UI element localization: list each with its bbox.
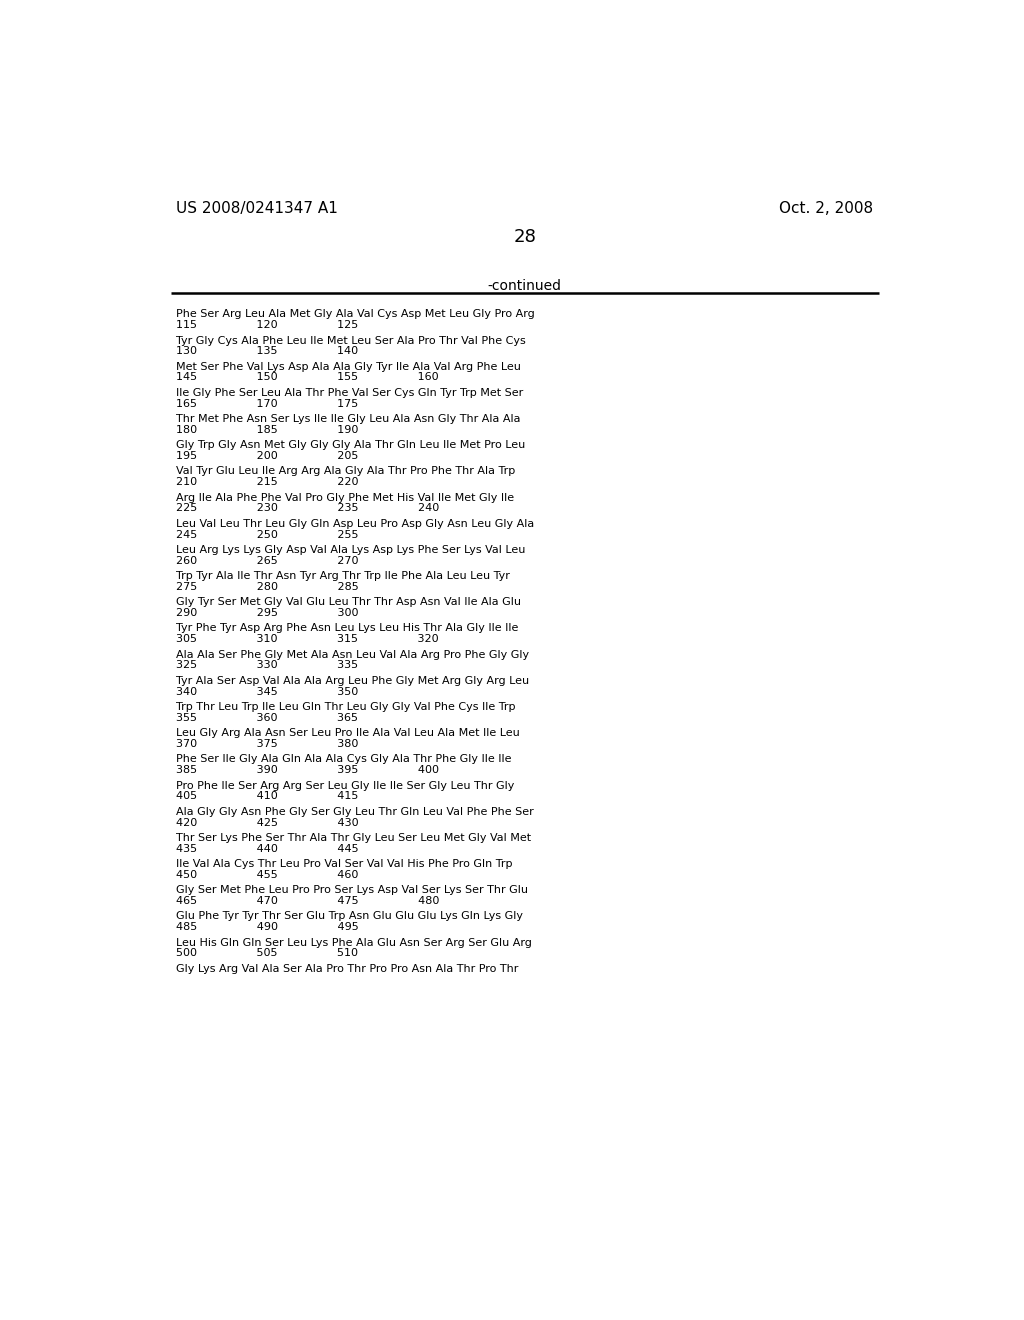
Text: Tyr Gly Cys Ala Phe Leu Ile Met Leu Ser Ala Pro Thr Val Phe Cys: Tyr Gly Cys Ala Phe Leu Ile Met Leu Ser … [176,335,525,346]
Text: 465                 470                 475                 480: 465 470 475 480 [176,896,439,906]
Text: 435                 440                 445: 435 440 445 [176,843,358,854]
Text: Ala Gly Gly Asn Phe Gly Ser Gly Leu Thr Gln Leu Val Phe Phe Ser: Ala Gly Gly Asn Phe Gly Ser Gly Leu Thr … [176,807,534,817]
Text: Phe Ser Ile Gly Ala Gln Ala Ala Cys Gly Ala Thr Phe Gly Ile Ile: Phe Ser Ile Gly Ala Gln Ala Ala Cys Gly … [176,755,512,764]
Text: Leu Gly Arg Ala Asn Ser Leu Pro Ile Ala Val Leu Ala Met Ile Leu: Leu Gly Arg Ala Asn Ser Leu Pro Ile Ala … [176,729,520,738]
Text: 420                 425                 430: 420 425 430 [176,817,358,828]
Text: 305                 310                 315                 320: 305 310 315 320 [176,635,438,644]
Text: Gly Lys Arg Val Ala Ser Ala Pro Thr Pro Pro Asn Ala Thr Pro Thr: Gly Lys Arg Val Ala Ser Ala Pro Thr Pro … [176,964,518,974]
Text: 500                 505                 510: 500 505 510 [176,949,358,958]
Text: 28: 28 [513,227,537,246]
Text: Oct. 2, 2008: Oct. 2, 2008 [779,201,873,215]
Text: Met Ser Phe Val Lys Asp Ala Ala Gly Tyr Ile Ala Val Arg Phe Leu: Met Ser Phe Val Lys Asp Ala Ala Gly Tyr … [176,362,521,372]
Text: Trp Tyr Ala Ile Thr Asn Tyr Arg Thr Trp Ile Phe Ala Leu Leu Tyr: Trp Tyr Ala Ile Thr Asn Tyr Arg Thr Trp … [176,572,510,581]
Text: 405                 410                 415: 405 410 415 [176,792,358,801]
Text: 245                 250                 255: 245 250 255 [176,529,358,540]
Text: 485                 490                 495: 485 490 495 [176,923,358,932]
Text: Gly Tyr Ser Met Gly Val Glu Leu Thr Thr Asp Asn Val Ile Ala Glu: Gly Tyr Ser Met Gly Val Glu Leu Thr Thr … [176,598,521,607]
Text: Phe Ser Arg Leu Ala Met Gly Ala Val Cys Asp Met Leu Gly Pro Arg: Phe Ser Arg Leu Ala Met Gly Ala Val Cys … [176,309,535,319]
Text: Leu Val Leu Thr Leu Gly Gln Asp Leu Pro Asp Gly Asn Leu Gly Ala: Leu Val Leu Thr Leu Gly Gln Asp Leu Pro … [176,519,535,529]
Text: Tyr Ala Ser Asp Val Ala Ala Arg Leu Phe Gly Met Arg Gly Arg Leu: Tyr Ala Ser Asp Val Ala Ala Arg Leu Phe … [176,676,529,686]
Text: Pro Phe Ile Ser Arg Arg Ser Leu Gly Ile Ile Ser Gly Leu Thr Gly: Pro Phe Ile Ser Arg Arg Ser Leu Gly Ile … [176,780,514,791]
Text: Tyr Phe Tyr Asp Arg Phe Asn Leu Lys Leu His Thr Ala Gly Ile Ile: Tyr Phe Tyr Asp Arg Phe Asn Leu Lys Leu … [176,623,518,634]
Text: Gly Ser Met Phe Leu Pro Pro Ser Lys Asp Val Ser Lys Ser Thr Glu: Gly Ser Met Phe Leu Pro Pro Ser Lys Asp … [176,886,528,895]
Text: 115                 120                 125: 115 120 125 [176,321,358,330]
Text: 325                 330                 335: 325 330 335 [176,660,358,671]
Text: 260                 265                 270: 260 265 270 [176,556,358,566]
Text: 180                 185                 190: 180 185 190 [176,425,358,434]
Text: -continued: -continued [487,279,562,293]
Text: Thr Ser Lys Phe Ser Thr Ala Thr Gly Leu Ser Leu Met Gly Val Met: Thr Ser Lys Phe Ser Thr Ala Thr Gly Leu … [176,833,531,843]
Text: 450                 455                 460: 450 455 460 [176,870,358,880]
Text: 145                 150                 155                 160: 145 150 155 160 [176,372,438,383]
Text: Val Tyr Glu Leu Ile Arg Arg Ala Gly Ala Thr Pro Phe Thr Ala Trp: Val Tyr Glu Leu Ile Arg Arg Ala Gly Ala … [176,466,515,477]
Text: Arg Ile Ala Phe Phe Val Pro Gly Phe Met His Val Ile Met Gly Ile: Arg Ile Ala Phe Phe Val Pro Gly Phe Met … [176,492,514,503]
Text: 370                 375                 380: 370 375 380 [176,739,358,748]
Text: 275                 280                 285: 275 280 285 [176,582,358,591]
Text: Thr Met Phe Asn Ser Lys Ile Ile Gly Leu Ala Asn Gly Thr Ala Ala: Thr Met Phe Asn Ser Lys Ile Ile Gly Leu … [176,414,520,424]
Text: 195                 200                 205: 195 200 205 [176,451,358,461]
Text: Glu Phe Tyr Tyr Thr Ser Glu Trp Asn Glu Glu Glu Lys Gln Lys Gly: Glu Phe Tyr Tyr Thr Ser Glu Trp Asn Glu … [176,911,523,921]
Text: Leu His Gln Gln Ser Leu Lys Phe Ala Glu Asn Ser Arg Ser Glu Arg: Leu His Gln Gln Ser Leu Lys Phe Ala Glu … [176,937,531,948]
Text: 130                 135                 140: 130 135 140 [176,346,358,356]
Text: Trp Thr Leu Trp Ile Leu Gln Thr Leu Gly Gly Val Phe Cys Ile Trp: Trp Thr Leu Trp Ile Leu Gln Thr Leu Gly … [176,702,515,711]
Text: Ile Gly Phe Ser Leu Ala Thr Phe Val Ser Cys Gln Tyr Trp Met Ser: Ile Gly Phe Ser Leu Ala Thr Phe Val Ser … [176,388,523,397]
Text: US 2008/0241347 A1: US 2008/0241347 A1 [176,201,338,215]
Text: 340                 345                 350: 340 345 350 [176,686,358,697]
Text: 290                 295                 300: 290 295 300 [176,609,358,618]
Text: Gly Trp Gly Asn Met Gly Gly Gly Ala Thr Gln Leu Ile Met Pro Leu: Gly Trp Gly Asn Met Gly Gly Gly Ala Thr … [176,441,525,450]
Text: 165                 170                 175: 165 170 175 [176,399,358,409]
Text: 210                 215                 220: 210 215 220 [176,478,358,487]
Text: 225                 230                 235                 240: 225 230 235 240 [176,503,439,513]
Text: Leu Arg Lys Lys Gly Asp Val Ala Lys Asp Lys Phe Ser Lys Val Leu: Leu Arg Lys Lys Gly Asp Val Ala Lys Asp … [176,545,525,554]
Text: Ala Ala Ser Phe Gly Met Ala Asn Leu Val Ala Arg Pro Phe Gly Gly: Ala Ala Ser Phe Gly Met Ala Asn Leu Val … [176,649,529,660]
Text: 355                 360                 365: 355 360 365 [176,713,358,723]
Text: Ile Val Ala Cys Thr Leu Pro Val Ser Val Val His Phe Pro Gln Trp: Ile Val Ala Cys Thr Leu Pro Val Ser Val … [176,859,513,869]
Text: 385                 390                 395                 400: 385 390 395 400 [176,766,439,775]
